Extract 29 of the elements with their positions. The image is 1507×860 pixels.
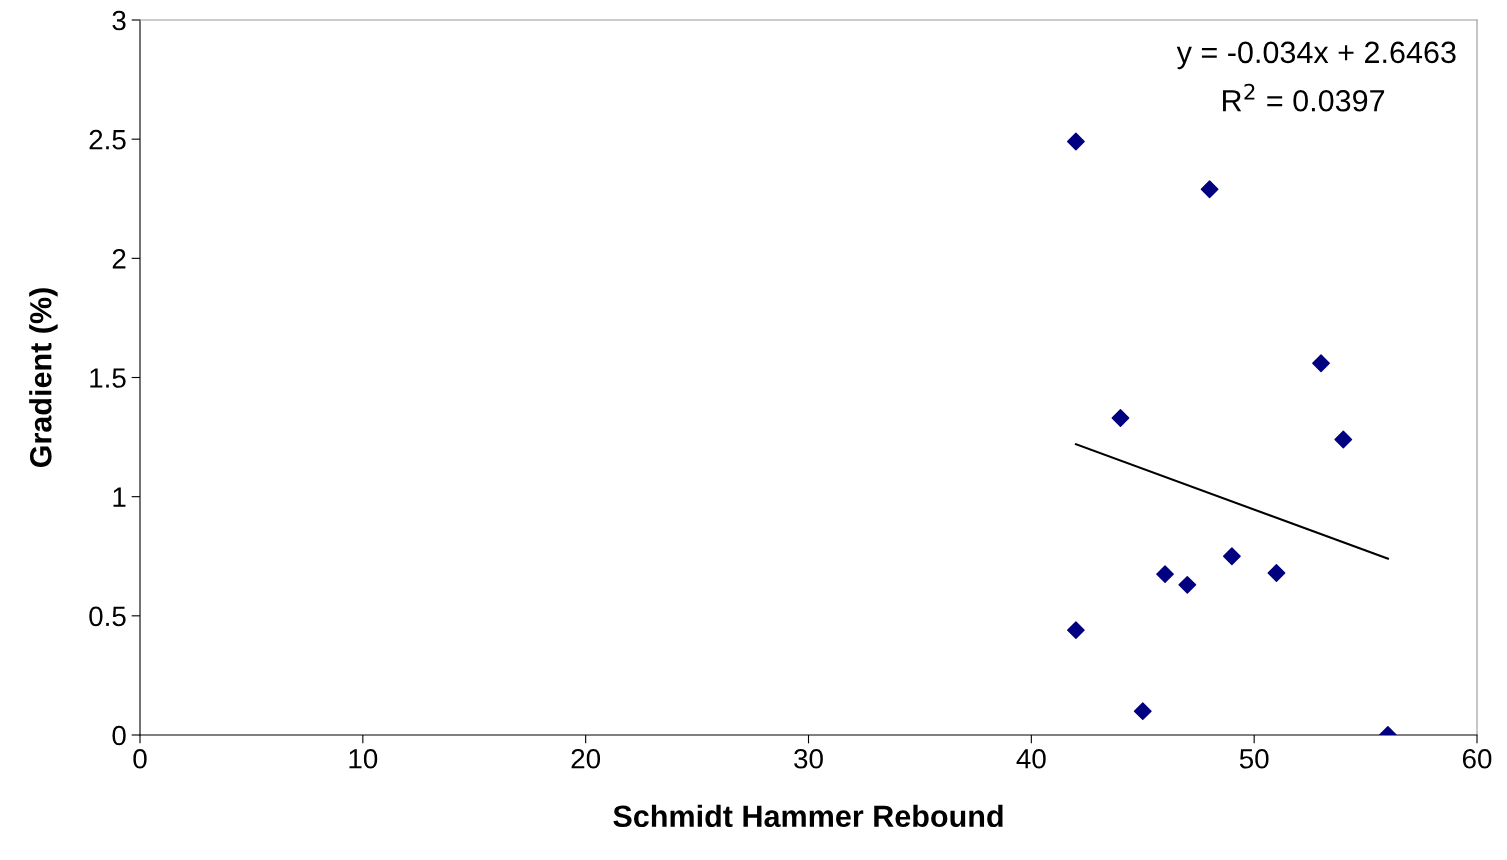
annotation: R$^{2}$ = 0.0397 <box>1223 83 1385 112</box>
point <box>1133 702 1152 721</box>
point <box>1267 564 1286 582</box>
x-tick-label: 20 <box>571 748 601 769</box>
y-tick-label: 1.5 <box>90 368 126 388</box>
annotation: y = -0.034x + 2.6463 <box>1176 41 1456 70</box>
point <box>1178 575 1197 594</box>
point <box>1066 132 1085 151</box>
x-tick-label: 60 <box>1462 748 1492 769</box>
y-tick-label: 0 <box>112 725 126 746</box>
y-tick-label: 1 <box>113 487 126 507</box>
point <box>1111 409 1130 427</box>
y-axis-title: Gradient (%) <box>29 288 58 468</box>
point <box>1222 547 1241 566</box>
point <box>1156 565 1174 584</box>
point <box>1200 180 1219 199</box>
x-tick-label: 0 <box>133 748 147 769</box>
x-axis-title: Schmidt Hammer Rebound <box>613 804 1003 828</box>
x-tick-label: 50 <box>1239 748 1269 769</box>
x-tick-label: 30 <box>794 748 823 769</box>
y-tick-label: 0.5 <box>89 606 126 627</box>
x-tick-label: 40 <box>1016 748 1046 769</box>
point <box>1066 621 1085 640</box>
y-tick-label: 2 <box>112 249 126 269</box>
x-tick-label: 10 <box>349 748 378 769</box>
point <box>1312 354 1330 373</box>
y-tick-label: 3 <box>112 10 126 31</box>
point <box>1334 430 1353 449</box>
y-tick-label: 2.5 <box>89 129 126 150</box>
